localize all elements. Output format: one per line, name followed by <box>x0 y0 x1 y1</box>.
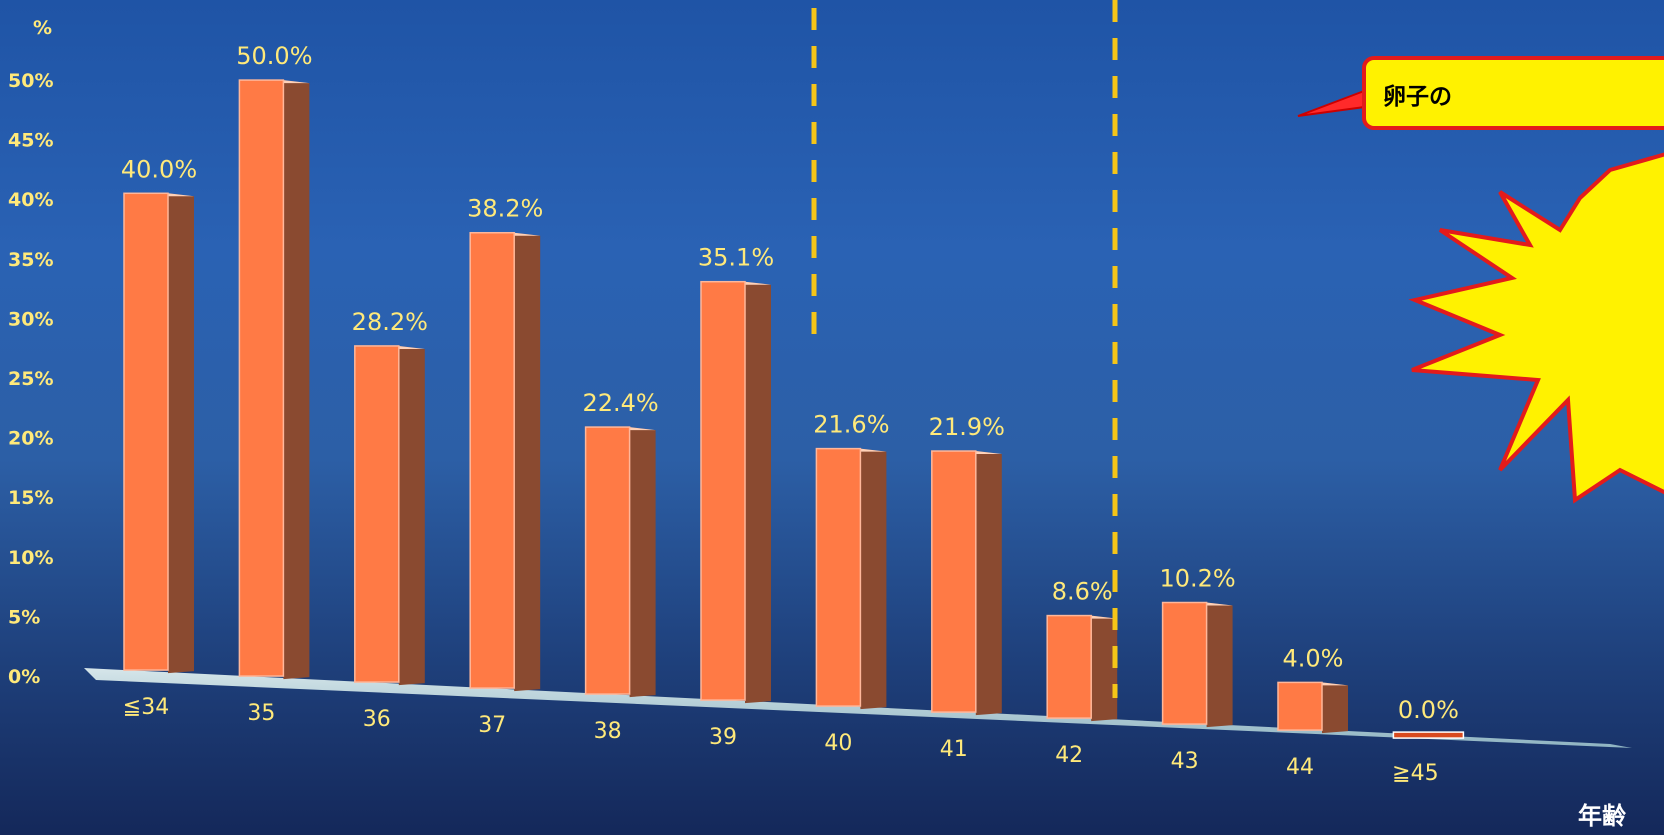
bar-value-label: 22.4% <box>582 389 658 417</box>
bar-value-label: 8.6% <box>1052 578 1113 606</box>
x-tick-label: ≦34 <box>123 695 169 720</box>
bar-front <box>123 192 169 671</box>
bar-side <box>398 345 425 686</box>
x-tick-label: 41 <box>940 737 968 762</box>
bar-side <box>745 281 771 704</box>
x-tick-label: 38 <box>594 719 622 744</box>
bar-value-label: 28.2% <box>352 308 428 336</box>
bar-front <box>931 450 977 713</box>
bar-front <box>1046 614 1092 719</box>
bar-front <box>238 79 285 677</box>
y-tick-label: 25% <box>8 368 53 390</box>
bar-side <box>1322 682 1348 734</box>
callout-text: 卵子の <box>1383 84 1452 110</box>
y-tick-label: 50% <box>8 70 53 92</box>
bar-side <box>168 193 194 674</box>
bar-front <box>584 426 631 695</box>
x-tick-label: 35 <box>247 701 275 726</box>
bar-value-label: 40.0% <box>121 155 197 183</box>
bar-front <box>815 447 862 707</box>
bar: 21.9% <box>929 413 1005 716</box>
bar-value-label: 10.2% <box>1159 565 1235 593</box>
bars: 40.0% 50.0% 28.2% 38.2% 22.4% 35.1% 21.6% 21.9%… <box>121 42 1465 739</box>
bar-side <box>629 427 656 698</box>
y-tick-label: 0% <box>8 666 40 688</box>
bar-front <box>469 231 515 689</box>
y-tick-label: 30% <box>8 308 53 330</box>
bar: 10.2% <box>1159 565 1236 728</box>
x-tick-label: 36 <box>363 707 391 732</box>
x-axis-label: 年齢 <box>1578 802 1627 830</box>
bar: 0.0% <box>1392 696 1465 739</box>
bar-side <box>860 448 887 710</box>
bar-front <box>1161 601 1208 725</box>
y-tick-label: 35% <box>8 249 53 271</box>
bar-value-label: 21.9% <box>929 413 1005 441</box>
bar-side <box>1206 602 1233 728</box>
y-tick-label: 45% <box>8 130 53 152</box>
callout-pointer <box>1297 86 1373 117</box>
bar-front <box>700 280 746 701</box>
x-tick-label: 42 <box>1055 743 1083 768</box>
bar-value-label: 50.0% <box>236 42 312 70</box>
bar: 28.2% <box>352 308 428 686</box>
x-tick-label: 44 <box>1286 755 1314 780</box>
bar-value-label: 21.6% <box>813 411 889 439</box>
bar: 35.1% <box>698 244 774 704</box>
bar: 22.4% <box>582 389 659 698</box>
bar-side <box>514 232 541 692</box>
bar: 50.0% <box>236 42 313 680</box>
bar-value-label: 0.0% <box>1398 696 1459 724</box>
starburst-shape <box>1408 152 1664 504</box>
callout-box <box>1362 56 1664 130</box>
bar-front <box>1277 681 1323 731</box>
bar-value-label: 38.2% <box>467 195 543 223</box>
bar-value-label: 4.0% <box>1283 644 1344 672</box>
bar-side <box>1091 615 1118 722</box>
bar: 8.6% <box>1046 578 1118 722</box>
x-tick-label: ≧45 <box>1392 761 1438 786</box>
y-tick-label: 20% <box>8 428 53 450</box>
bar-side <box>975 451 1002 716</box>
x-tick-label: 37 <box>478 713 506 738</box>
y-axis-ticks: 0% 5% 10% 15% 20% 25% 30% 35% 40% 45% 50% <box>8 70 53 688</box>
bar-side <box>283 80 310 680</box>
bar: 21.6% <box>813 411 890 710</box>
bar: 40.0% <box>121 155 197 674</box>
y-axis-unit: % <box>33 17 52 39</box>
y-tick-label: 40% <box>8 189 53 211</box>
y-tick-label: 5% <box>8 606 40 628</box>
bar: 4.0% <box>1277 644 1348 734</box>
x-axis-categories: ≦34 35 36 37 38 39 40 41 42 43 44 ≧45 <box>123 695 1439 786</box>
bar-front <box>354 345 400 683</box>
bar: 38.2% <box>467 195 543 692</box>
age-dividers <box>811 0 1118 698</box>
bar-zero-marker <box>1392 731 1465 739</box>
x-tick-label: 40 <box>824 731 852 756</box>
x-tick-label: 39 <box>709 725 737 750</box>
y-tick-label: 10% <box>8 547 53 569</box>
callout-note: 卵子の <box>1297 56 1664 130</box>
x-tick-label: 43 <box>1171 749 1199 774</box>
bar-value-label: 35.1% <box>698 244 774 272</box>
y-tick-label: 15% <box>8 487 53 509</box>
